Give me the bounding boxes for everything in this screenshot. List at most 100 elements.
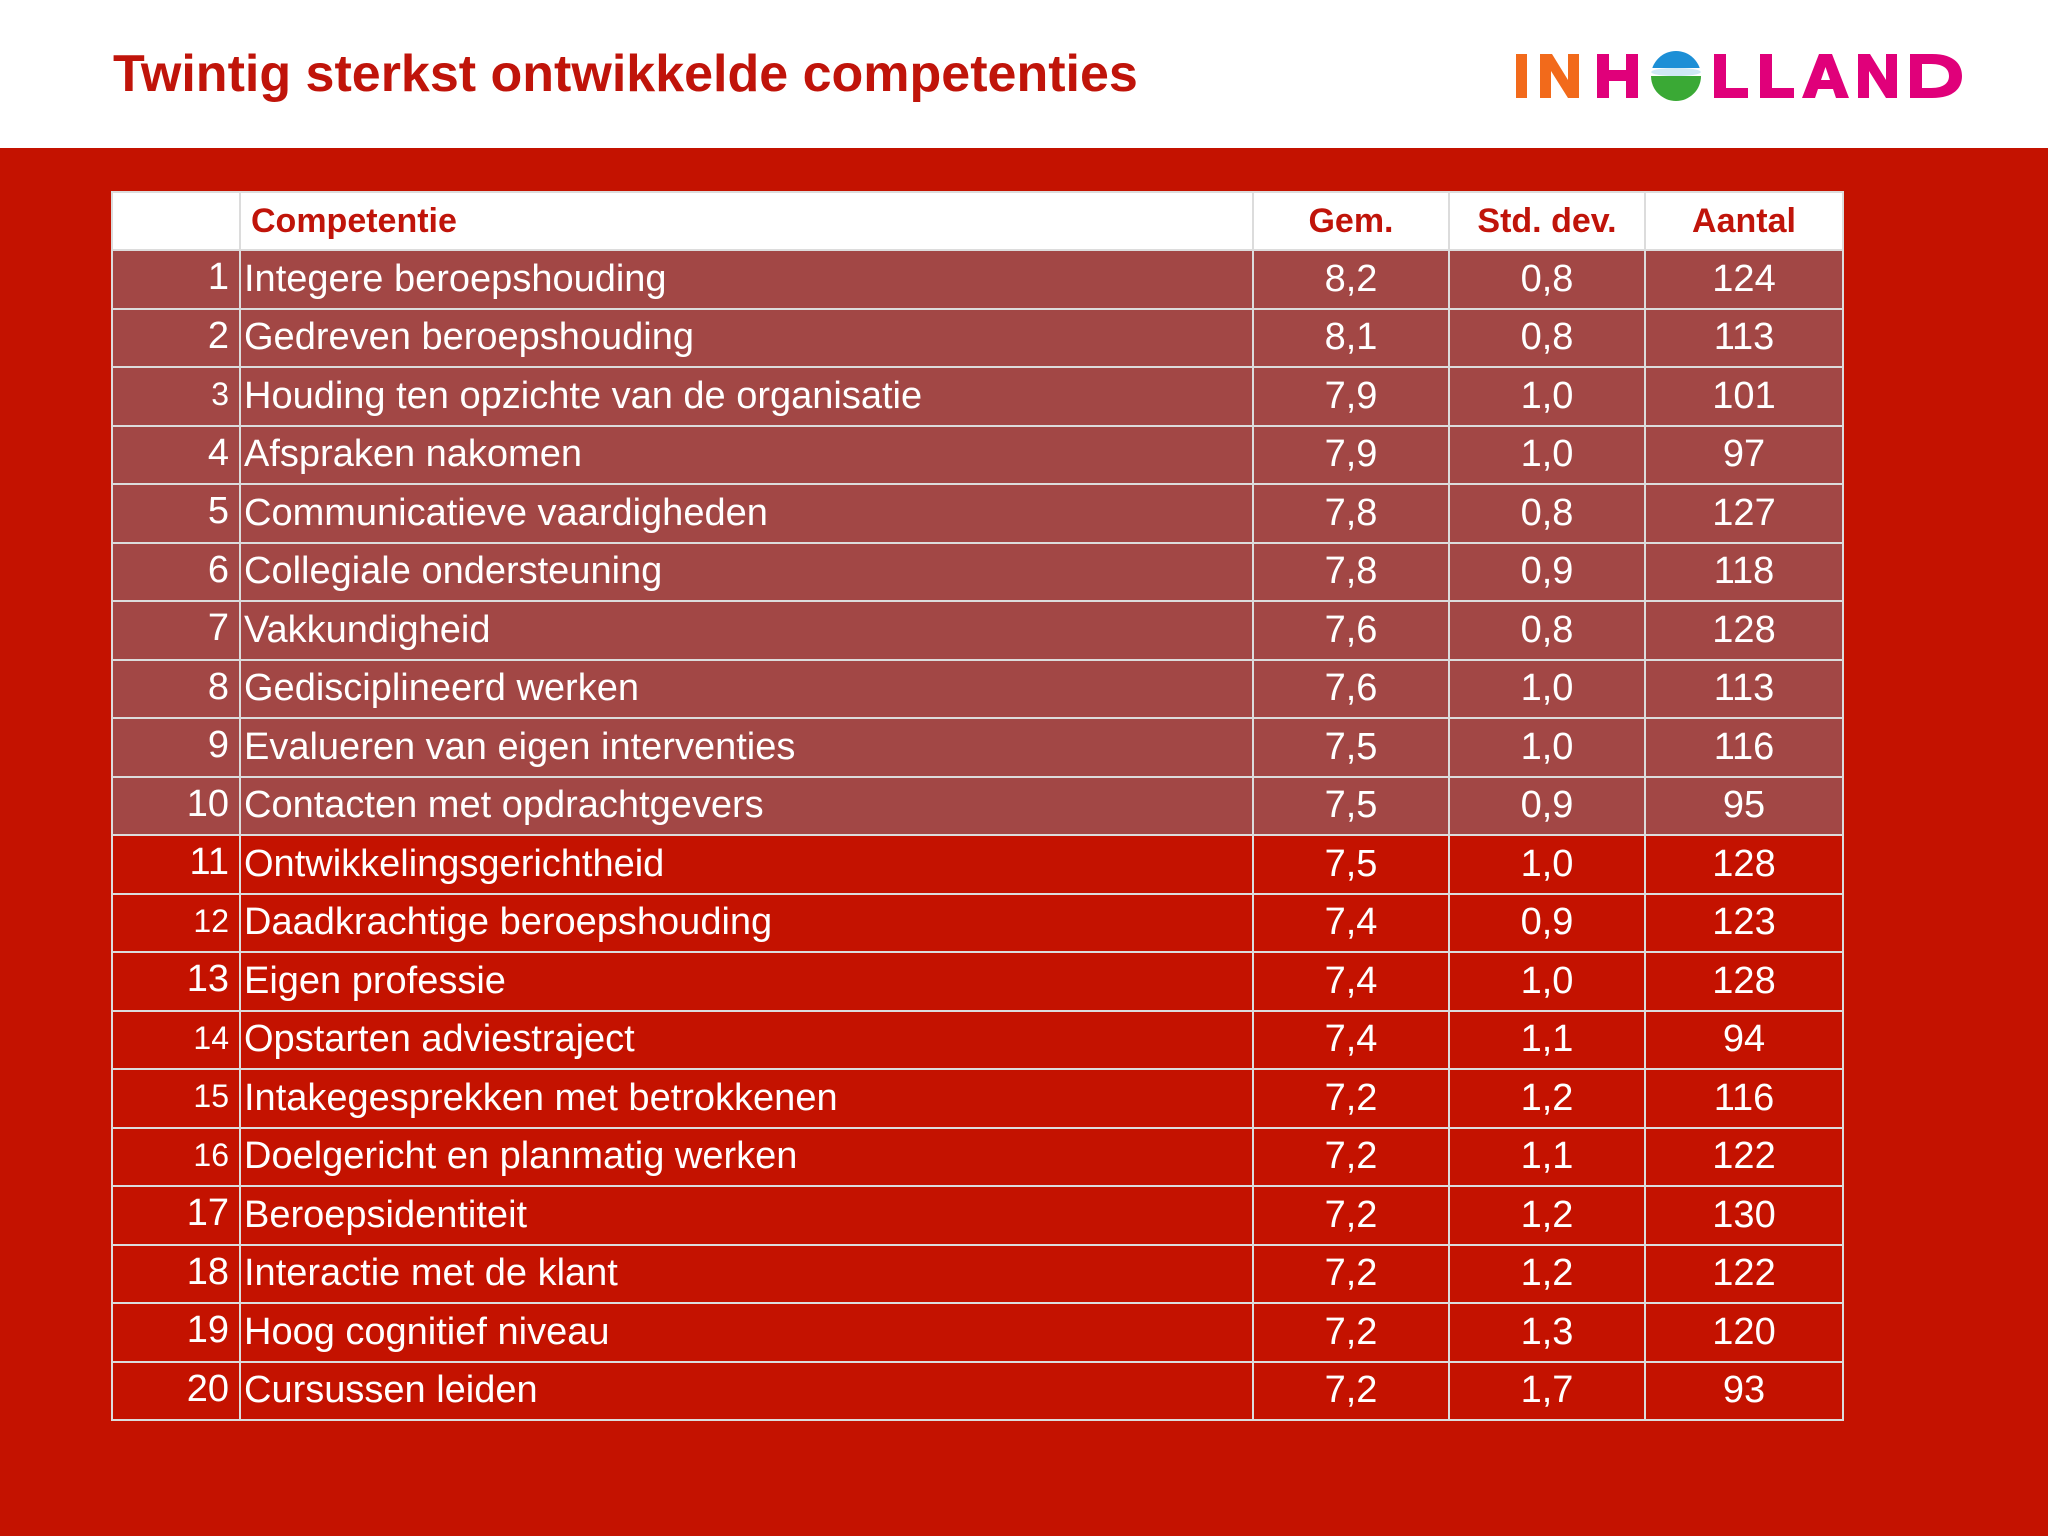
std-dev-cell: 0,9 (1448, 541, 1646, 602)
aantal-cell: 95 (1644, 775, 1844, 836)
rank-cell: 18 (111, 1243, 241, 1304)
aantal-cell: 116 (1644, 717, 1844, 778)
std-dev-cell: 0,9 (1448, 892, 1646, 953)
std-dev-cell: 1,0 (1448, 658, 1646, 719)
std-dev-cell: 0,8 (1448, 483, 1646, 544)
competentie-cell: Cursussen leiden (239, 1360, 1254, 1421)
competentie-cell: Houding ten opzichte van de organisatie (239, 366, 1254, 427)
competency-table: Competentie Gem. Std. dev. Aantal 1 Integ… (111, 191, 1844, 1421)
competentie-cell: Daadkrachtige beroepshouding (239, 892, 1254, 953)
table-row: 17 Beroepsidentiteit 7,2 1,2 130 (111, 1185, 1844, 1246)
table-row: 15 Intakegesprekken met betrokkenen 7,2 1,2… (111, 1068, 1844, 1129)
std-dev-cell: 1,1 (1448, 1126, 1646, 1187)
competentie-cell: Integere beroepshouding (239, 249, 1254, 310)
table-row: 4 Afspraken nakomen 7,9 1,0 97 (111, 424, 1844, 485)
competentie-cell: Intakegesprekken met betrokkenen (239, 1068, 1254, 1129)
rank-cell: 5 (111, 483, 241, 544)
competentie-cell: Afspraken nakomen (239, 424, 1254, 485)
table-header-row: Competentie Gem. Std. dev. Aantal (111, 191, 1844, 251)
table-row: 2 Gedreven beroepshouding 8,1 0,8 113 (111, 307, 1844, 368)
aantal-cell: 128 (1644, 600, 1844, 661)
table-row: 13 Eigen professie 7,4 1,0 128 (111, 951, 1844, 1012)
gem-cell: 7,4 (1252, 951, 1450, 1012)
gem-cell: 7,4 (1252, 1009, 1450, 1070)
table-row: 12 Daadkrachtige beroepshouding 7,4 0,9 123 (111, 892, 1844, 953)
competentie-cell: Doelgericht en planmatig werken (239, 1126, 1254, 1187)
std-dev-cell: 0,8 (1448, 600, 1646, 661)
header-std-dev: Std. dev. (1448, 191, 1646, 251)
rank-cell: 1 (111, 249, 241, 310)
gem-cell: 7,6 (1252, 658, 1450, 719)
competentie-cell: Evalueren van eigen interventies (239, 717, 1254, 778)
header-rank (111, 191, 241, 251)
rank-cell: 6 (111, 541, 241, 602)
std-dev-cell: 1,0 (1448, 717, 1646, 778)
gem-cell: 7,2 (1252, 1302, 1450, 1363)
std-dev-cell: 1,2 (1448, 1185, 1646, 1246)
std-dev-cell: 1,3 (1448, 1302, 1646, 1363)
slide-title: Twintig sterkst ontwikkelde competenties (113, 45, 1138, 103)
competentie-cell: Eigen professie (239, 951, 1254, 1012)
aantal-cell: 124 (1644, 249, 1844, 310)
gem-cell: 7,5 (1252, 775, 1450, 836)
rank-cell: 9 (111, 717, 241, 778)
table-row: 5 Communicatieve vaardigheden 7,8 0,8 127 (111, 483, 1844, 544)
gem-cell: 8,2 (1252, 249, 1450, 310)
gem-cell: 7,5 (1252, 717, 1450, 778)
table-row: 3 Houding ten opzichte van de organisatie… (111, 366, 1844, 427)
gem-cell: 7,2 (1252, 1126, 1450, 1187)
table-row: 6 Collegiale ondersteuning 7,8 0,9 118 (111, 541, 1844, 602)
std-dev-cell: 0,8 (1448, 249, 1646, 310)
gem-cell: 7,2 (1252, 1360, 1450, 1421)
std-dev-cell: 1,0 (1448, 424, 1646, 485)
table-row: 8 Gedisciplineerd werken 7,6 1,0 113 (111, 658, 1844, 719)
table-row: 18 Interactie met de klant 7,2 1,2 122 (111, 1243, 1844, 1304)
competentie-cell: Interactie met de klant (239, 1243, 1254, 1304)
header-gem: Gem. (1252, 191, 1450, 251)
std-dev-cell: 1,7 (1448, 1360, 1646, 1421)
competentie-cell: Ontwikkelingsgerichtheid (239, 834, 1254, 895)
slide-header: Twintig sterkst ontwikkelde competenties (0, 0, 2048, 148)
std-dev-cell: 0,9 (1448, 775, 1646, 836)
aantal-cell: 127 (1644, 483, 1844, 544)
aantal-cell: 116 (1644, 1068, 1844, 1129)
inholland-logo (1516, 51, 1962, 101)
gem-cell: 7,6 (1252, 600, 1450, 661)
competentie-cell: Gedreven beroepshouding (239, 307, 1254, 368)
competentie-cell: Collegiale ondersteuning (239, 541, 1254, 602)
competentie-cell: Communicatieve vaardigheden (239, 483, 1254, 544)
gem-cell: 7,9 (1252, 424, 1450, 485)
aantal-cell: 113 (1644, 307, 1844, 368)
aantal-cell: 122 (1644, 1126, 1844, 1187)
gem-cell: 7,8 (1252, 483, 1450, 544)
rank-cell: 13 (111, 951, 241, 1012)
std-dev-cell: 1,1 (1448, 1009, 1646, 1070)
table-row: 7 Vakkundigheid 7,6 0,8 128 (111, 600, 1844, 661)
rank-cell: 12 (111, 892, 241, 953)
std-dev-cell: 1,0 (1448, 366, 1646, 427)
rank-cell: 4 (111, 424, 241, 485)
gem-cell: 7,2 (1252, 1243, 1450, 1304)
rank-cell: 8 (111, 658, 241, 719)
std-dev-cell: 0,8 (1448, 307, 1646, 368)
competentie-cell: Contacten met opdrachtgevers (239, 775, 1254, 836)
rank-cell: 17 (111, 1185, 241, 1246)
header-competentie: Competentie (239, 191, 1254, 251)
rank-cell: 10 (111, 775, 241, 836)
aantal-cell: 113 (1644, 658, 1844, 719)
table-row: 19 Hoog cognitief niveau 7,2 1,3 120 (111, 1302, 1844, 1363)
rank-cell: 15 (111, 1068, 241, 1129)
header-aantal: Aantal (1644, 191, 1844, 251)
gem-cell: 7,2 (1252, 1068, 1450, 1129)
table-body: 1 Integere beroepshouding 8,2 0,8 124 2 Gedrev… (111, 249, 1844, 1421)
table-row: 11 Ontwikkelingsgerichtheid 7,5 1,0 128 (111, 834, 1844, 895)
competentie-cell: Beroepsidentiteit (239, 1185, 1254, 1246)
competentie-cell: Gedisciplineerd werken (239, 658, 1254, 719)
competentie-cell: Opstarten adviestraject (239, 1009, 1254, 1070)
gem-cell: 7,2 (1252, 1185, 1450, 1246)
competentie-cell: Vakkundigheid (239, 600, 1254, 661)
aantal-cell: 122 (1644, 1243, 1844, 1304)
aantal-cell: 128 (1644, 951, 1844, 1012)
rank-cell: 20 (111, 1360, 241, 1421)
table-row: 1 Integere beroepshouding 8,2 0,8 124 (111, 249, 1844, 310)
